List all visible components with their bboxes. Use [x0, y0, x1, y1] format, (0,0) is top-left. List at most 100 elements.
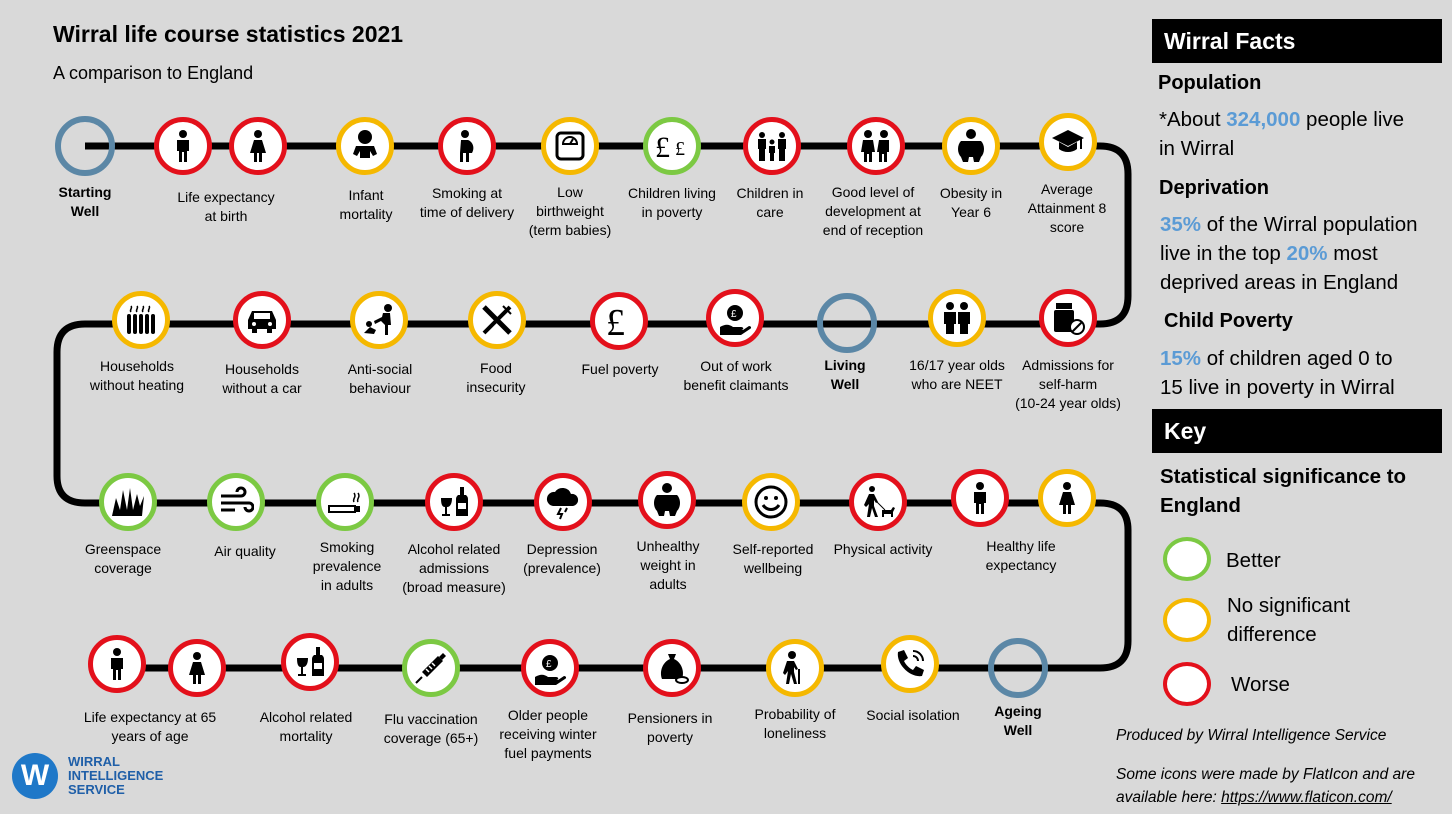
svg-text:£: £ [546, 659, 552, 670]
svg-text:£: £ [655, 131, 670, 164]
indicator-label: Physical activity [833, 541, 933, 557]
page-title: Wirral life course statistics 2021 [53, 21, 404, 47]
woman-icon [1049, 480, 1085, 516]
indicator-node [350, 291, 408, 349]
indicator-label: Alcohol related admissions (broad measure) [402, 541, 506, 595]
man-icon [962, 480, 998, 516]
pregnant-woman-icon [449, 128, 485, 164]
stage-marker [817, 293, 877, 353]
svg-text:£: £ [606, 303, 625, 339]
indicator-label: Ageing Well [994, 703, 1042, 738]
indicator-node [233, 291, 291, 349]
population-text: *About 324,000 people live [1159, 105, 1404, 134]
logo-line-3: SERVICE [68, 782, 125, 797]
indicator-node [638, 471, 696, 529]
indicator-label: Households without a car [222, 361, 302, 396]
population-pre: *About [1159, 108, 1227, 131]
facts-header: Wirral Facts [1152, 19, 1442, 63]
indicator-label: Children living in poverty [628, 185, 716, 220]
indicator-label: Low birthweight (term babies) [528, 184, 612, 238]
indicator-node [99, 473, 157, 531]
indicator-node [336, 117, 394, 175]
man-icon [165, 128, 201, 164]
icons-credit-prefix: available here: [1116, 789, 1222, 806]
family-icon [754, 128, 790, 164]
pound-icon: £ [601, 303, 637, 339]
car-icon [244, 302, 280, 338]
storm-cloud-icon [545, 484, 581, 520]
key-header: Key [1152, 409, 1442, 453]
track-path [53, 142, 1132, 672]
indicator-node [425, 473, 483, 531]
indicator-node [316, 473, 374, 531]
deprivation-text-2: live in the top 20% most [1160, 239, 1378, 268]
indicator-node: £ [590, 292, 648, 350]
indicator-label: Good level of development at end of recept… [822, 184, 924, 238]
radiator-icon [123, 302, 159, 338]
indicator-label: Air quality [214, 543, 276, 559]
key-heading-1: Statistical significance to [1160, 465, 1407, 488]
indicator-label: Life expectancy at birth [177, 189, 275, 224]
indicator-label: Starting Well [58, 184, 112, 219]
indicator-label: 16/17 year olds who are NEET [909, 357, 1005, 392]
medicine-icon [1050, 300, 1086, 336]
indicator-node [1039, 113, 1097, 171]
children-icon [858, 128, 894, 164]
indicator-node [438, 117, 496, 175]
svg-text:£: £ [731, 309, 737, 320]
indicator-node: £ [706, 289, 764, 347]
money-hand-icon: £ [532, 650, 568, 686]
phone-icon [892, 646, 928, 682]
indicator-node [881, 635, 939, 693]
woman-icon [179, 650, 215, 686]
woman-icon [240, 128, 276, 164]
icons-credit-2: available here: https://www.flaticon.com… [1116, 786, 1392, 809]
child-poverty-value: 15% [1160, 347, 1202, 370]
deprivation-text-2b: most [1327, 242, 1378, 265]
baby-icon [347, 128, 383, 164]
indicator-node [468, 291, 526, 349]
indicator-label: Probability of loneliness [754, 706, 836, 741]
indicator-label: Anti-social behaviour [347, 361, 413, 396]
indicator-node [942, 117, 1000, 175]
indicator-label: Out of work benefit claimants [683, 358, 789, 393]
flaticon-link[interactable]: https://www.flaticon.com/ [1221, 789, 1392, 806]
indicator-label: Living Well [824, 357, 866, 392]
weighing-scale-icon [552, 128, 588, 164]
logo-mark: W [12, 753, 58, 799]
indicator-node [743, 117, 801, 175]
population-value: 324,000 [1226, 108, 1301, 131]
man-icon [99, 646, 135, 682]
indicator-node [742, 473, 800, 531]
key-ns-label-1: No significant [1227, 594, 1351, 617]
pound-coins-icon: £ £ [654, 128, 690, 164]
indicator-node [281, 633, 339, 691]
population-post: people live [1300, 108, 1405, 131]
indicator-label: Households without heating [89, 358, 185, 393]
indicator-node [112, 291, 170, 349]
child-poverty-text-2: 15 live in poverty in Wirral [1160, 376, 1395, 399]
wine-bottle-icon [292, 644, 328, 680]
logo-line-2: INTELLIGENCE [68, 768, 164, 783]
graduation-cap-icon [1050, 124, 1086, 160]
indicator-label: Alcohol related mortality [259, 709, 353, 744]
indicator-node [154, 117, 212, 175]
students-icon [939, 300, 975, 336]
deprivation-value-2: 20% [1286, 242, 1328, 265]
key-ns-label-2: difference [1227, 623, 1317, 646]
indicator-label: Obesity in Year 6 [939, 185, 1003, 220]
population-heading: Population [1158, 72, 1262, 94]
smiley-icon [753, 484, 789, 520]
svg-text:£: £ [675, 138, 685, 160]
icons-credit-1: Some icons were made by FlatIcon and are [1116, 766, 1415, 783]
indicator-label: Older people receiving winter fuel payment… [499, 707, 597, 761]
indicator-node [168, 639, 226, 697]
indicator-label: Smoking prevalence in adults [312, 539, 382, 593]
child-poverty-text-1: 15% of children aged 0 to [1160, 344, 1393, 373]
syringe-icon [413, 650, 449, 686]
indicator-node: £ [521, 639, 579, 697]
indicator-label: Smoking at time of delivery [419, 185, 515, 220]
child-poverty-heading: Child Poverty [1164, 310, 1293, 332]
key-worse-label: Worse [1231, 673, 1290, 696]
